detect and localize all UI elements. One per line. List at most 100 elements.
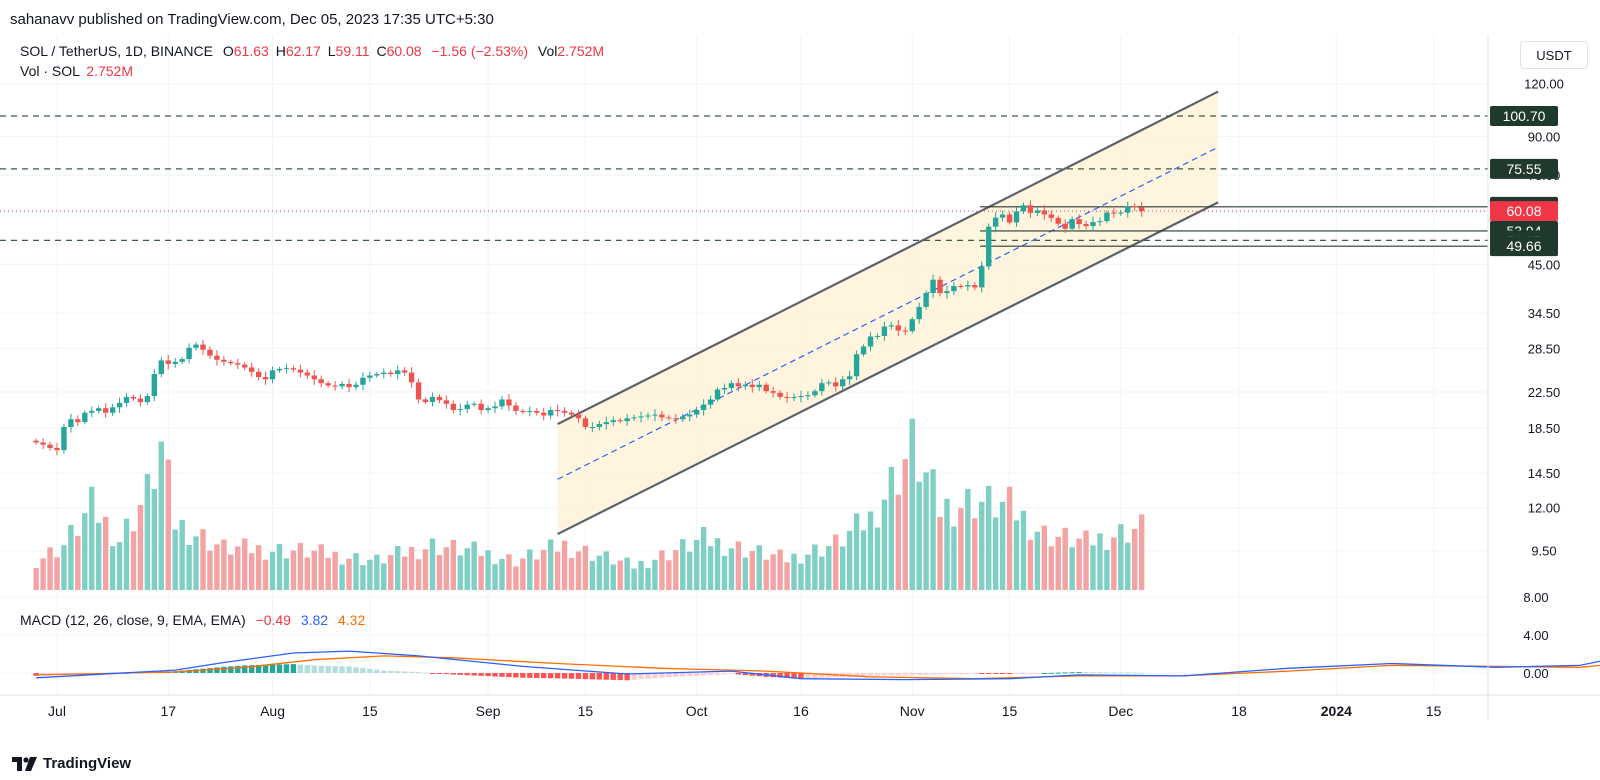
volume-bar [429,538,436,590]
candle-body [568,412,575,415]
macd-study-label[interactable]: MACD (12, 26, close, 9, EMA, EMA) [20,612,246,628]
volume-bar [826,546,832,590]
chart-frame[interactable]: 120.0090.0073.0045.0034.5028.5022.5018.5… [0,35,1600,747]
volume-bar [944,498,950,590]
volume-bar [979,501,985,590]
volume-bar [304,557,311,590]
volume-bar [603,551,609,590]
volume-bar [248,553,255,590]
macd-histogram-bar [596,673,603,680]
volume-bar [1111,537,1117,590]
candle-body [534,410,540,413]
volume-bar [819,556,825,590]
horizontal-levels[interactable] [0,115,1488,247]
volume-bar [228,554,234,590]
volume-bar [561,540,568,590]
candle-body [680,416,686,420]
macd-histogram-bar [1118,672,1124,674]
volume-study-label[interactable]: Vol · SOL [20,63,80,79]
macd-histogram-bar [436,673,443,674]
candle-body [102,408,109,413]
volume-bar [297,542,304,590]
price-badge-text: 60.08 [1506,203,1541,219]
candle-body [408,372,415,383]
candle-body [742,384,749,387]
volume-bar [478,555,484,590]
macd-histogram-bar [262,664,269,673]
volume-bar [221,539,227,590]
candle-body [353,384,359,388]
currency-button[interactable]: USDT [1520,41,1588,69]
candle-body [846,376,853,380]
macd-histogram-bar [541,673,547,679]
volume-bar [1097,533,1103,590]
macd-histogram-bar [784,673,790,678]
price-tick-label: 45.00 [1528,257,1561,272]
macd-histogram-bar [728,673,735,674]
volume-bar [1083,530,1089,590]
volume-bar [728,548,735,590]
time-tick-label: 16 [793,703,809,719]
macd-histogram-bar [401,671,408,673]
candle-body [1006,214,1013,223]
volume-bar [1076,538,1082,590]
candle-body [339,383,345,387]
volume-legend[interactable]: Vol · SOL 2.752M [20,63,133,79]
volume-bar [408,547,415,590]
candle-body [631,417,637,419]
price-tick-label: 12.00 [1528,501,1561,516]
macd-line-value: 3.82 [300,612,329,628]
macd-histogram-bar [916,673,922,675]
volume-bar [75,535,81,590]
macd-legend[interactable]: MACD (12, 26, close, 9, EMA, EMA) −0.49 … [20,612,365,628]
candle-body [1062,223,1068,229]
volume-bar [353,553,359,590]
volume-study-value: 2.752M [86,63,133,79]
volume-bar [96,522,102,590]
volume-bar [1048,546,1054,590]
macd-histogram-bar [944,673,950,675]
macd-histogram-bar [214,667,220,673]
candle-body [221,359,227,362]
candle-body [999,214,1006,218]
macd-histogram-bar [680,673,686,677]
volume-bar [158,441,164,590]
symbol-legend[interactable]: SOL / TetherUS, 1D, BINANCE O61.63 H62.1… [20,43,604,59]
candle-body [992,217,999,227]
macd-histogram-bar [652,673,658,679]
candle-body [958,286,964,288]
price-chart[interactable]: 120.0090.0073.0045.0034.5028.5022.5018.5… [0,35,1600,747]
volume-bar [833,534,839,590]
candle-body [909,319,915,332]
volume-bar [151,488,158,590]
candle-body [1027,205,1034,213]
parallel-channel[interactable] [557,90,1219,536]
volume-bar [673,550,679,590]
volume-bar [770,554,776,590]
axes: 120.0090.0073.0045.0034.5028.5022.5018.5… [0,35,1600,720]
volume-bar [374,554,380,590]
candle-body [554,409,561,411]
macd-histogram-bar [394,671,401,673]
macd-histogram-bar [221,666,227,673]
volume-bar [700,527,707,590]
candle-body [520,410,526,412]
volume-bar [214,544,220,590]
volume-bar [659,550,665,590]
candle-body [443,400,450,404]
symbol-name[interactable]: SOL / TetherUS, 1D, BINANCE [20,43,213,59]
macd-histogram-bar [311,665,317,673]
price-tick-label: 28.50 [1528,341,1561,356]
volume-bar [165,459,171,590]
macd-histogram-bar [1055,672,1061,674]
candle-body [951,286,957,292]
macd-histogram-bar [617,673,623,681]
candle-body [673,418,679,420]
tradingview-logo[interactable]: TradingView [12,755,131,772]
volume-bar [777,549,783,590]
macd-histogram-bar [700,673,707,676]
candles [33,200,1145,456]
volume-bar [1104,549,1110,590]
candle-body [68,419,74,428]
